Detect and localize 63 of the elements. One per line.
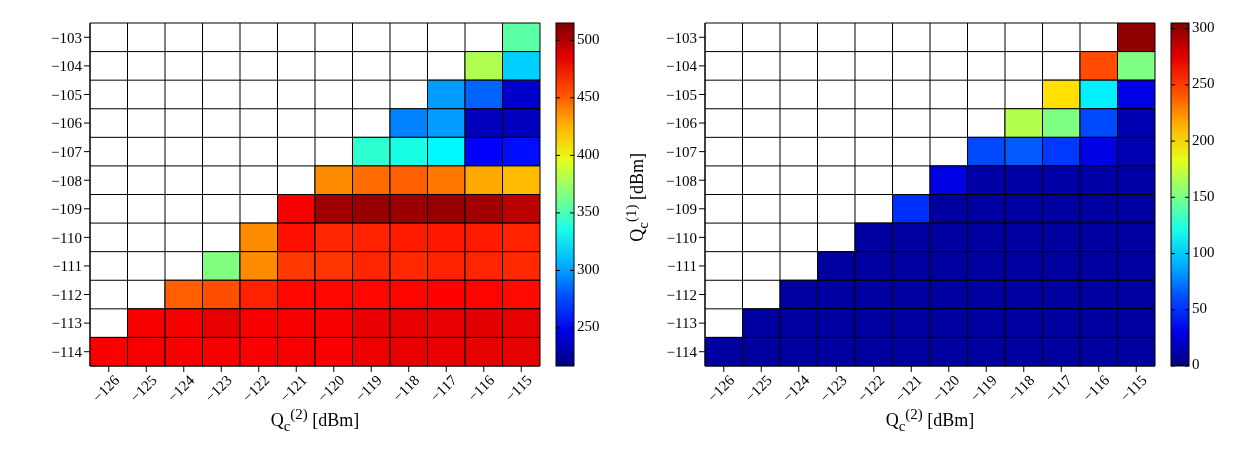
y-tick-label: −105 — [51, 86, 82, 103]
color-bar-label: 350 — [577, 203, 600, 220]
x-axis-title: Q$_{c}$$^{(2)}$ [dBm] — [269, 406, 361, 435]
y-tick-label: −109 — [51, 201, 82, 218]
x-tick-label: −120 — [314, 371, 348, 406]
x-tick-label: −126 — [89, 371, 123, 406]
x-tick-label: −119 — [967, 371, 1000, 405]
color-bar-label: 250 — [577, 318, 600, 335]
x-tick-label: −116 — [1079, 371, 1113, 405]
x-tick-label: −117 — [427, 371, 461, 405]
y-tick-label: −106 — [666, 115, 698, 132]
x-axis-title: Q$_{c}$$^{(2)}$ [dBm] — [884, 406, 976, 435]
x-tick-label: −123 — [201, 371, 235, 406]
color-bar-label: 200 — [1192, 131, 1215, 148]
color-bar-label: 400 — [577, 145, 600, 162]
x-tick-label: −118 — [1004, 371, 1038, 405]
y-tick-label: −106 — [51, 115, 83, 132]
x-tick-label: −120 — [929, 371, 963, 406]
y-tick-label: −103 — [666, 29, 697, 46]
x-tick-label: −125 — [126, 371, 160, 406]
x-tick-label: −122 — [854, 371, 888, 406]
y-tick-label: −112 — [51, 286, 82, 303]
y-tick-label: −105 — [666, 86, 697, 103]
x-tick-label: −121 — [891, 371, 925, 406]
y-tick-label: −104 — [666, 58, 698, 75]
y-tick-label: −113 — [666, 315, 697, 332]
y-tick-label: −108 — [51, 172, 82, 189]
x-tick-label: −125 — [741, 371, 775, 406]
x-tick-label: −121 — [276, 371, 310, 406]
y-tick-label: −113 — [51, 315, 82, 332]
x-tick-label: −123 — [816, 371, 850, 406]
x-tick-label: −119 — [352, 371, 385, 405]
y-tick-label: −103 — [51, 29, 82, 46]
x-tick-label: −122 — [239, 371, 273, 406]
x-tick-label: −115 — [502, 371, 535, 405]
y-tick-label: −112 — [666, 286, 697, 303]
color-bar-label: 100 — [1192, 243, 1215, 260]
y-tick-label: −109 — [666, 201, 697, 218]
color-bar-label: 250 — [1192, 75, 1215, 92]
y-tick-label: −107 — [666, 143, 698, 160]
x-tick-label: −115 — [1117, 371, 1150, 405]
y-tick-label: −110 — [51, 229, 82, 246]
x-tick-label: −118 — [389, 371, 423, 405]
y-tick-label: −111 — [667, 258, 697, 275]
color-bar-label: 450 — [577, 88, 600, 105]
y-tick-label: −104 — [51, 58, 83, 75]
color-bar-label: 0 — [1192, 356, 1200, 373]
color-bar-label: 50 — [1192, 300, 1207, 317]
x-tick-label: −126 — [704, 371, 738, 406]
color-bar-label: 150 — [1192, 187, 1215, 204]
y-tick-label: −114 — [666, 344, 698, 361]
x-tick-label: −116 — [464, 371, 498, 405]
x-tick-label: −124 — [779, 371, 813, 406]
y-tick-label: −111 — [52, 258, 82, 275]
x-tick-label: −117 — [1042, 371, 1076, 405]
y-tick-label: −110 — [666, 229, 697, 246]
color-bar-label: 500 — [577, 30, 600, 47]
color-bar-label: 300 — [577, 260, 600, 277]
color-bar-label: 300 — [1192, 19, 1215, 36]
y-tick-label: −114 — [51, 344, 83, 361]
y-tick-label: −107 — [51, 143, 83, 160]
y-tick-label: −108 — [666, 172, 697, 189]
x-tick-label: −124 — [164, 371, 198, 406]
